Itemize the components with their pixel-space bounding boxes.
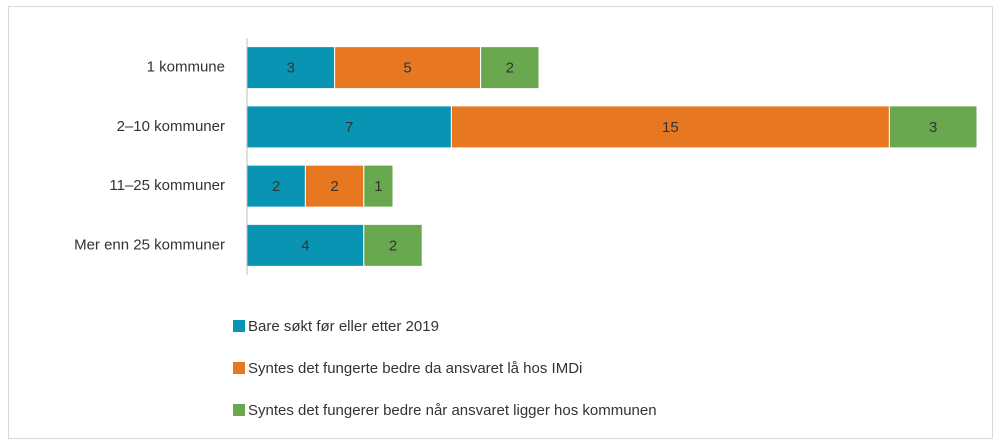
legend-label: Syntes det fungerte bedre da ansvaret lå… [248, 360, 582, 377]
data-label: 2 [272, 178, 280, 195]
bar-segment [334, 46, 482, 90]
bar-segment [480, 46, 540, 90]
y-tick-label: 2–10 kommuner [117, 118, 225, 135]
bar-segment [363, 223, 423, 267]
data-label: 2 [330, 178, 338, 195]
data-label: 2 [389, 237, 397, 254]
bar-segment [888, 105, 978, 149]
legend-swatch [233, 362, 245, 374]
bar-segment [363, 164, 394, 208]
data-label: 1 [374, 178, 382, 195]
data-label: 3 [287, 60, 295, 77]
legend-swatch [233, 320, 245, 332]
data-label: 7 [345, 119, 353, 136]
legend-label: Syntes det fungerer bedre når ansvaret l… [248, 402, 657, 419]
legend-swatch [233, 404, 245, 416]
data-label: 5 [403, 60, 411, 77]
bar-segment [450, 105, 890, 149]
data-label: 4 [301, 237, 309, 254]
legend-label: Bare søkt før eller etter 2019 [248, 318, 439, 335]
bar-segment [246, 46, 336, 90]
data-label: 3 [929, 119, 937, 136]
y-tick-label: Mer enn 25 kommuner [74, 236, 225, 253]
y-tick-label: 1 kommune [147, 59, 225, 76]
bar-segment [304, 164, 365, 208]
data-label: 15 [662, 119, 679, 136]
bar-segment [246, 105, 452, 149]
data-label: 2 [506, 60, 514, 77]
y-tick-label: 11–25 kommuner [109, 177, 225, 194]
